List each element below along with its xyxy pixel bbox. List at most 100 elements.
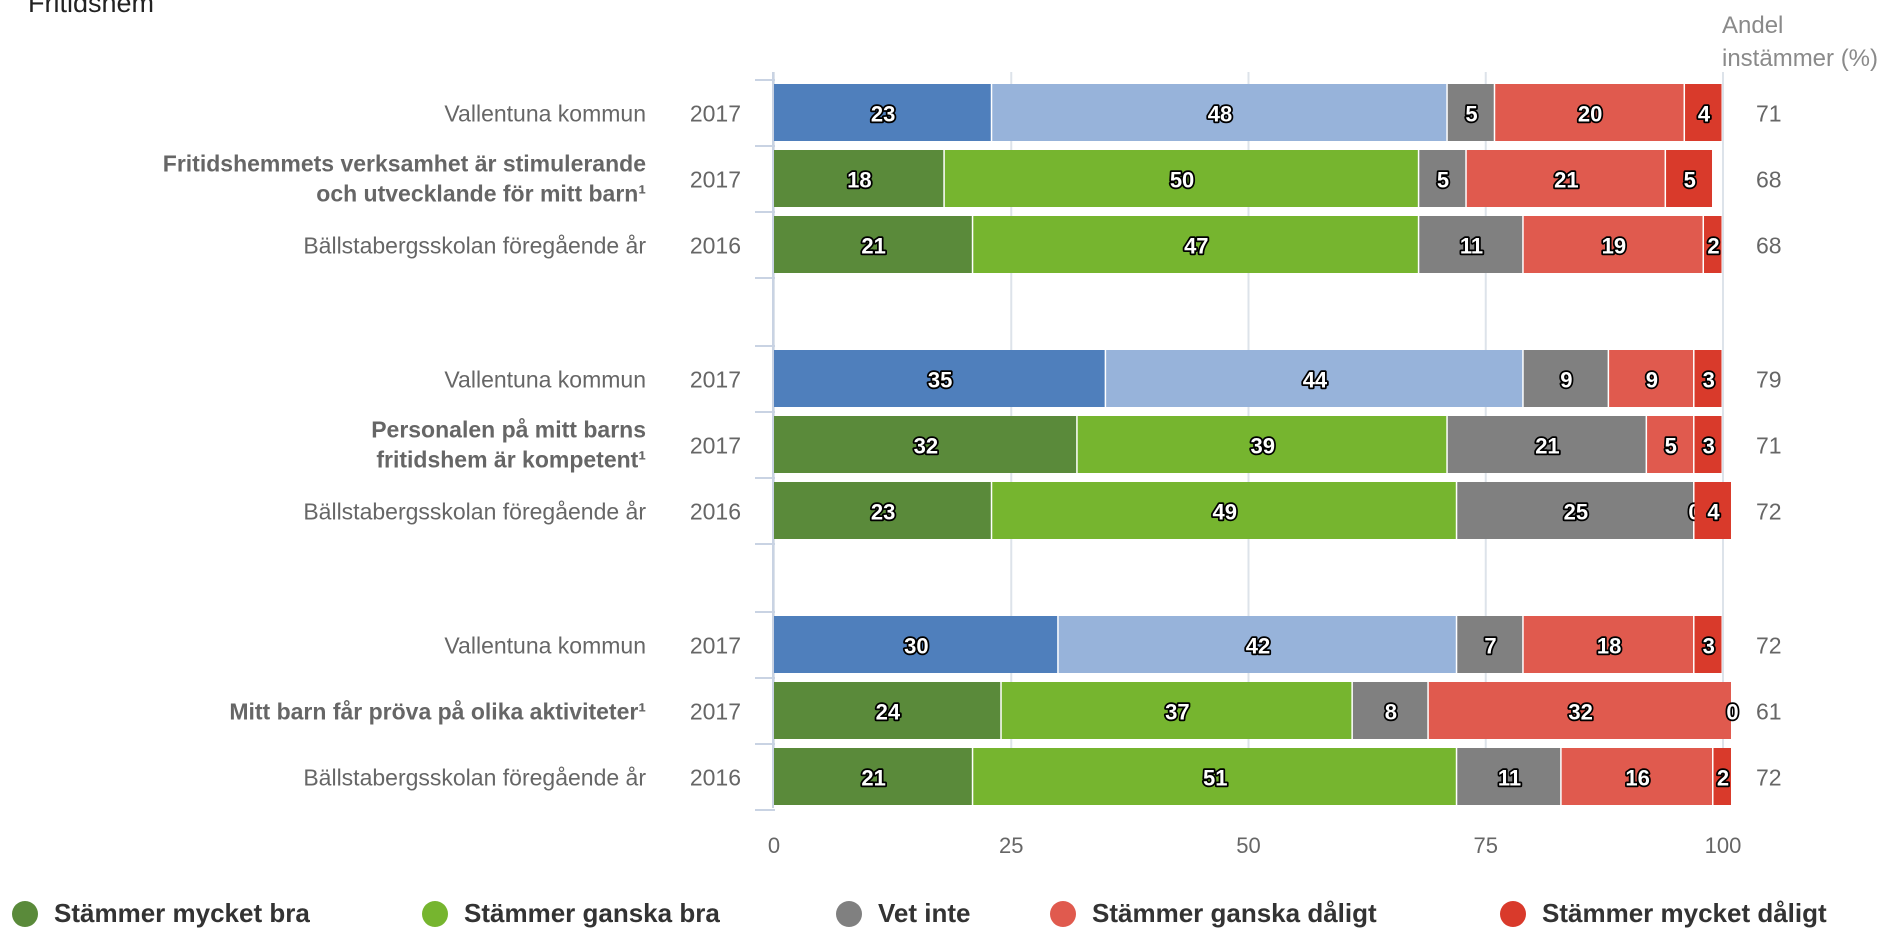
bar-segment [1685,84,1722,141]
x-tick-label: 0 [768,833,780,858]
row-year: 2016 [690,765,741,791]
bar-segment [1058,616,1456,673]
legend-label: Vet inte [878,898,971,928]
bar-data-label: 2 [1707,234,1719,259]
bar-data-label: 3 [1703,434,1715,459]
bar-data-label: 25 [1564,500,1588,525]
legend-dot-icon [12,900,38,927]
question-label: Personalen på mitt barns [371,417,646,443]
legend-label: Stämmer ganska bra [464,898,720,928]
question-label: och utvecklande för mitt barn¹ [316,181,646,207]
row-label: Bällstabergsskolan föregående år [303,765,646,791]
bar-data-label: 11 [1460,234,1483,259]
bar-segment [774,84,991,141]
bar-data-label: 2 [1717,766,1729,791]
bar-segment [774,150,944,207]
bar-segment [1647,416,1694,473]
row-year: 2017 [690,167,741,193]
bar-data-label: 21 [861,766,885,791]
bar-segment [1713,748,1731,805]
page-title: Fritidshem [28,0,155,18]
bar-data-label: 50 [1170,168,1194,193]
agree-header-line2: instämmer (%) [1722,45,1878,72]
bar-data-label: 44 [1303,368,1328,393]
legend-label: Stämmer ganska dåligt [1092,898,1377,928]
row-label: Vallentuna kommun [444,367,646,393]
row-agree-value: 72 [1756,765,1782,791]
row-label: Vallentuna kommun [444,101,646,127]
bar-data-label: 7 [1484,634,1496,659]
row-year: 2017 [690,633,741,659]
row-agree-value: 61 [1756,699,1782,725]
row-agree-value: 68 [1756,167,1782,193]
bar-data-label: 3 [1703,368,1715,393]
row-year: 2017 [690,101,741,127]
bar-segment [1419,150,1466,207]
x-tick-label: 100 [1705,833,1742,858]
bar-segment [1666,150,1713,207]
bar-data-label: 42 [1246,634,1270,659]
bar-segment [1352,682,1428,739]
bar-segment [1694,350,1722,407]
bar-segment [944,150,1418,207]
x-tick-label: 50 [1236,833,1260,858]
bar-segment [774,350,1105,407]
bar-data-label: 5 [1665,434,1677,459]
bar-segment [992,84,1447,141]
bar-segment [1457,616,1523,673]
bar-data-label: 51 [1203,766,1227,791]
row-agree-value: 72 [1756,499,1782,525]
bar-segment [1694,416,1722,473]
legend-dot-icon [1500,900,1526,927]
bar-data-label: 32 [1568,700,1592,725]
row-agree-value: 72 [1756,633,1782,659]
bar-segment [774,416,1077,473]
bar-segment [1704,216,1722,273]
legend: Stämmer mycket bra Stämmer ganska bra Ve… [0,890,1898,929]
bar-segment [1419,216,1523,273]
question-label: fritidshem är kompetent¹ [376,447,646,473]
bar-data-label: 20 [1578,102,1602,127]
bar-data-label: 39 [1250,434,1274,459]
bar-segment [1447,84,1494,141]
legend-dot-icon [422,900,448,927]
row-label: Bällstabergsskolan föregående år [303,499,646,525]
bar-segment [1523,216,1703,273]
bar-data-label: 21 [1535,434,1559,459]
question-label: Fritidshemmets verksamhet är stimulerand… [163,151,646,177]
bar-data-label: 9 [1646,368,1658,393]
bar-data-label: 37 [1165,700,1189,725]
row-label: Bällstabergsskolan föregående år [303,233,646,259]
bar-segment [774,682,1001,739]
bar-data-label: 30 [904,634,928,659]
bar-data-label: 23 [871,500,895,525]
bar-segment [1466,150,1665,207]
bar-segment [774,748,972,805]
x-tick-label: 25 [999,833,1023,858]
bar-segment [1001,682,1352,739]
bar-data-label: 8 [1385,700,1397,725]
bar-data-label: 4 [1707,500,1720,525]
bar-data-label: 49 [1213,500,1237,525]
bar-segment [1694,616,1722,673]
bar-data-label: 21 [861,234,885,259]
bar-data-label: 19 [1602,234,1626,259]
bar-segment [774,482,991,539]
bar-segment [1447,416,1646,473]
row-agree-value: 68 [1756,233,1782,259]
bar-segment [1106,350,1523,407]
bar-segment [1457,748,1561,805]
legend-item-vi: Vet inte [836,898,970,929]
bar-data-label: 18 [847,168,871,193]
bar-data-label: 5 [1684,168,1696,193]
bar-segment [1457,482,1694,539]
legend-label: Stämmer mycket bra [54,898,310,928]
row-label: Vallentuna kommun [444,633,646,659]
row-agree-value: 71 [1756,101,1782,127]
bar-segment [1495,84,1684,141]
question-label: Mitt barn får pröva på olika aktiviteter… [229,699,646,725]
legend-item-sgd: Stämmer ganska dåligt [1050,898,1377,929]
agree-header-line1: Andel [1722,12,1783,39]
bar-data-label: 5 [1437,168,1449,193]
bar-data-label: 21 [1554,168,1578,193]
